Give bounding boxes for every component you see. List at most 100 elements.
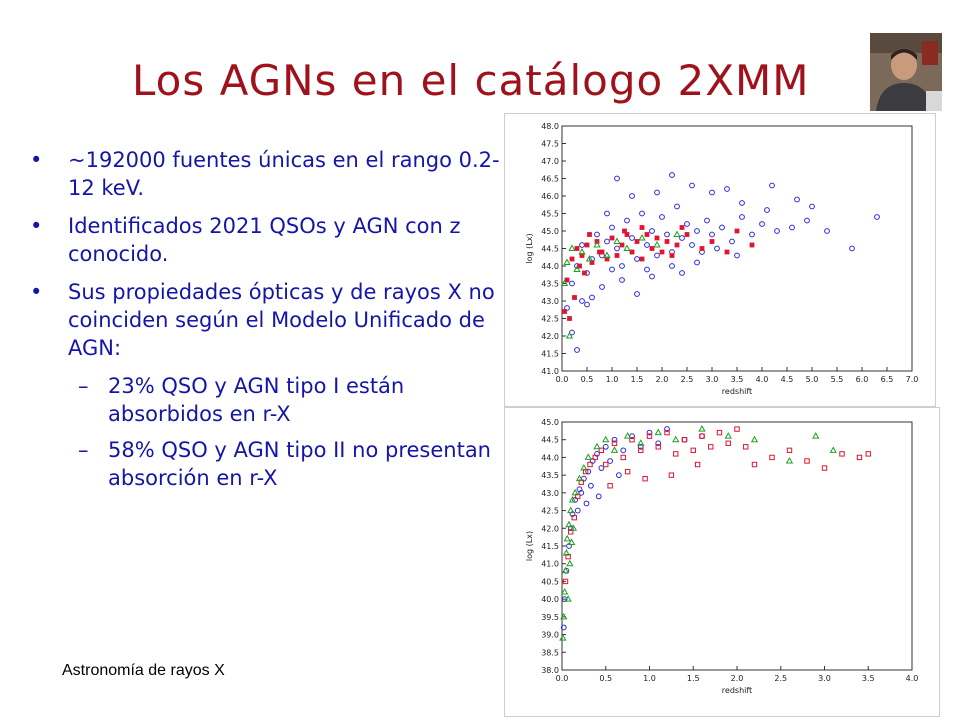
data-point-circle bbox=[578, 489, 585, 496]
data-point-triangle bbox=[563, 534, 571, 542]
data-point-square bbox=[734, 426, 740, 432]
y-tick-label: 39.0 bbox=[541, 631, 559, 640]
x-tick-label: 0.5 bbox=[581, 375, 594, 384]
data-point-circle bbox=[684, 221, 690, 227]
data-point-triangle bbox=[564, 595, 572, 602]
data-point-circle bbox=[607, 458, 614, 464]
data-point-square bbox=[681, 437, 688, 443]
sub-bullet-text: 23% QSO y AGN tipo I están absorbidos en… bbox=[108, 374, 405, 426]
data-point-triangle bbox=[585, 254, 594, 262]
bullet-mark: • bbox=[30, 214, 43, 238]
x-axis-label: redshift bbox=[722, 387, 752, 396]
data-point-square bbox=[654, 235, 660, 241]
data-point-circle bbox=[615, 472, 622, 479]
sub-bullet-item: – 23% QSO y AGN tipo I están absorbidos … bbox=[30, 372, 510, 428]
data-point-square bbox=[865, 451, 871, 457]
y-tick-label: 43.0 bbox=[541, 297, 559, 306]
y-tick-label: 40.0 bbox=[541, 595, 559, 604]
data-point-square bbox=[598, 447, 605, 454]
plot-frame bbox=[561, 421, 913, 671]
data-point-circle bbox=[598, 465, 605, 471]
data-point-square bbox=[587, 232, 592, 237]
data-point-circle bbox=[624, 217, 630, 224]
data-point-square bbox=[587, 461, 593, 468]
data-point-square bbox=[564, 277, 570, 283]
data-point-triangle bbox=[673, 230, 681, 237]
data-point-square bbox=[603, 461, 609, 468]
data-point-circle bbox=[774, 228, 780, 234]
data-point-circle bbox=[574, 507, 581, 514]
data-point-square bbox=[659, 249, 665, 255]
data-point-triangle bbox=[580, 464, 588, 471]
data-point-circle bbox=[709, 189, 715, 196]
data-point-circle bbox=[789, 224, 795, 231]
data-point-circle bbox=[719, 224, 725, 231]
data-point-triangle bbox=[654, 428, 662, 436]
data-point-square bbox=[629, 249, 635, 255]
data-point-square bbox=[708, 444, 714, 450]
data-point-circle bbox=[724, 186, 730, 192]
data-point-triangle bbox=[672, 435, 680, 443]
data-point-square bbox=[599, 249, 605, 255]
data-point-square bbox=[804, 458, 810, 464]
data-point-square bbox=[592, 454, 598, 461]
x-tick-label: 5.5 bbox=[831, 375, 844, 384]
data-point-circle bbox=[579, 242, 585, 248]
data-point-square bbox=[743, 444, 749, 450]
data-point-circle bbox=[674, 203, 680, 210]
y-tick-label: 41.5 bbox=[541, 542, 559, 551]
data-point-square bbox=[572, 295, 577, 300]
data-point-square bbox=[567, 316, 572, 321]
y-tick-label: 46.0 bbox=[541, 192, 559, 201]
data-point-square bbox=[639, 256, 645, 262]
y-axis-label: log (Lx) bbox=[525, 531, 534, 561]
data-point-circle bbox=[569, 280, 575, 287]
y-tick-label: 45.0 bbox=[541, 418, 559, 427]
data-point-square bbox=[690, 447, 696, 454]
footer-text: Astronomía de rayos X bbox=[62, 662, 225, 679]
data-point-square bbox=[749, 242, 755, 248]
data-point-triangle bbox=[571, 488, 579, 496]
data-point-circle bbox=[709, 231, 715, 238]
bullet-mark: • bbox=[30, 280, 43, 304]
data-point-circle bbox=[694, 259, 700, 266]
x-tick-label: 2.0 bbox=[656, 375, 669, 384]
data-point-triangle bbox=[637, 439, 645, 446]
data-point-triangle bbox=[559, 634, 567, 641]
data-point-square bbox=[655, 444, 661, 450]
bullet-list: • ~192000 fuentes únicas en el rango 0.2… bbox=[30, 146, 510, 500]
data-point-square bbox=[646, 433, 653, 439]
data-point-square bbox=[569, 256, 575, 262]
bullet-text: Sus propiedades ópticas y de rayos X no … bbox=[68, 280, 495, 360]
plot-frame bbox=[561, 125, 913, 372]
data-point-circle bbox=[589, 294, 595, 301]
data-point-circle bbox=[659, 214, 665, 220]
data-point-circle bbox=[639, 210, 645, 217]
y-tick-label: 38.0 bbox=[541, 666, 559, 675]
data-point-square bbox=[634, 239, 640, 244]
data-point-circle bbox=[619, 277, 625, 283]
x-tick-label: 0.5 bbox=[599, 674, 612, 683]
data-point-square bbox=[699, 246, 705, 251]
scatter-chart-bottom: 0.0 0.5 1.0 1.5 2.0 2.5 3.0 3.5 4.0 38.0 38.5 39.0 3… bbox=[504, 407, 940, 717]
data-point-circle bbox=[644, 242, 650, 248]
data-point-triangle bbox=[562, 549, 571, 556]
data-point-square bbox=[638, 447, 644, 454]
data-point-circle bbox=[689, 182, 695, 189]
data-point-triangle bbox=[593, 240, 601, 248]
data-point-circle bbox=[734, 252, 740, 259]
y-tick-label: 45.0 bbox=[541, 227, 559, 236]
data-point-triangle bbox=[623, 244, 631, 251]
data-point-circle bbox=[644, 266, 650, 273]
data-point-circle bbox=[655, 440, 662, 447]
data-point-square bbox=[751, 461, 758, 468]
data-point-square bbox=[673, 451, 679, 457]
sub-bullet-item: – 58% QSO y AGN tipo II no presentan abs… bbox=[30, 436, 510, 492]
x-tick-label: 1.5 bbox=[631, 375, 644, 384]
x-tick-label: 0.0 bbox=[556, 674, 569, 683]
data-point-square bbox=[624, 232, 630, 237]
data-point-circle bbox=[564, 305, 570, 311]
data-point-circle bbox=[804, 217, 810, 224]
x-axis-label: redshift bbox=[722, 686, 752, 695]
data-point-square bbox=[624, 468, 631, 475]
